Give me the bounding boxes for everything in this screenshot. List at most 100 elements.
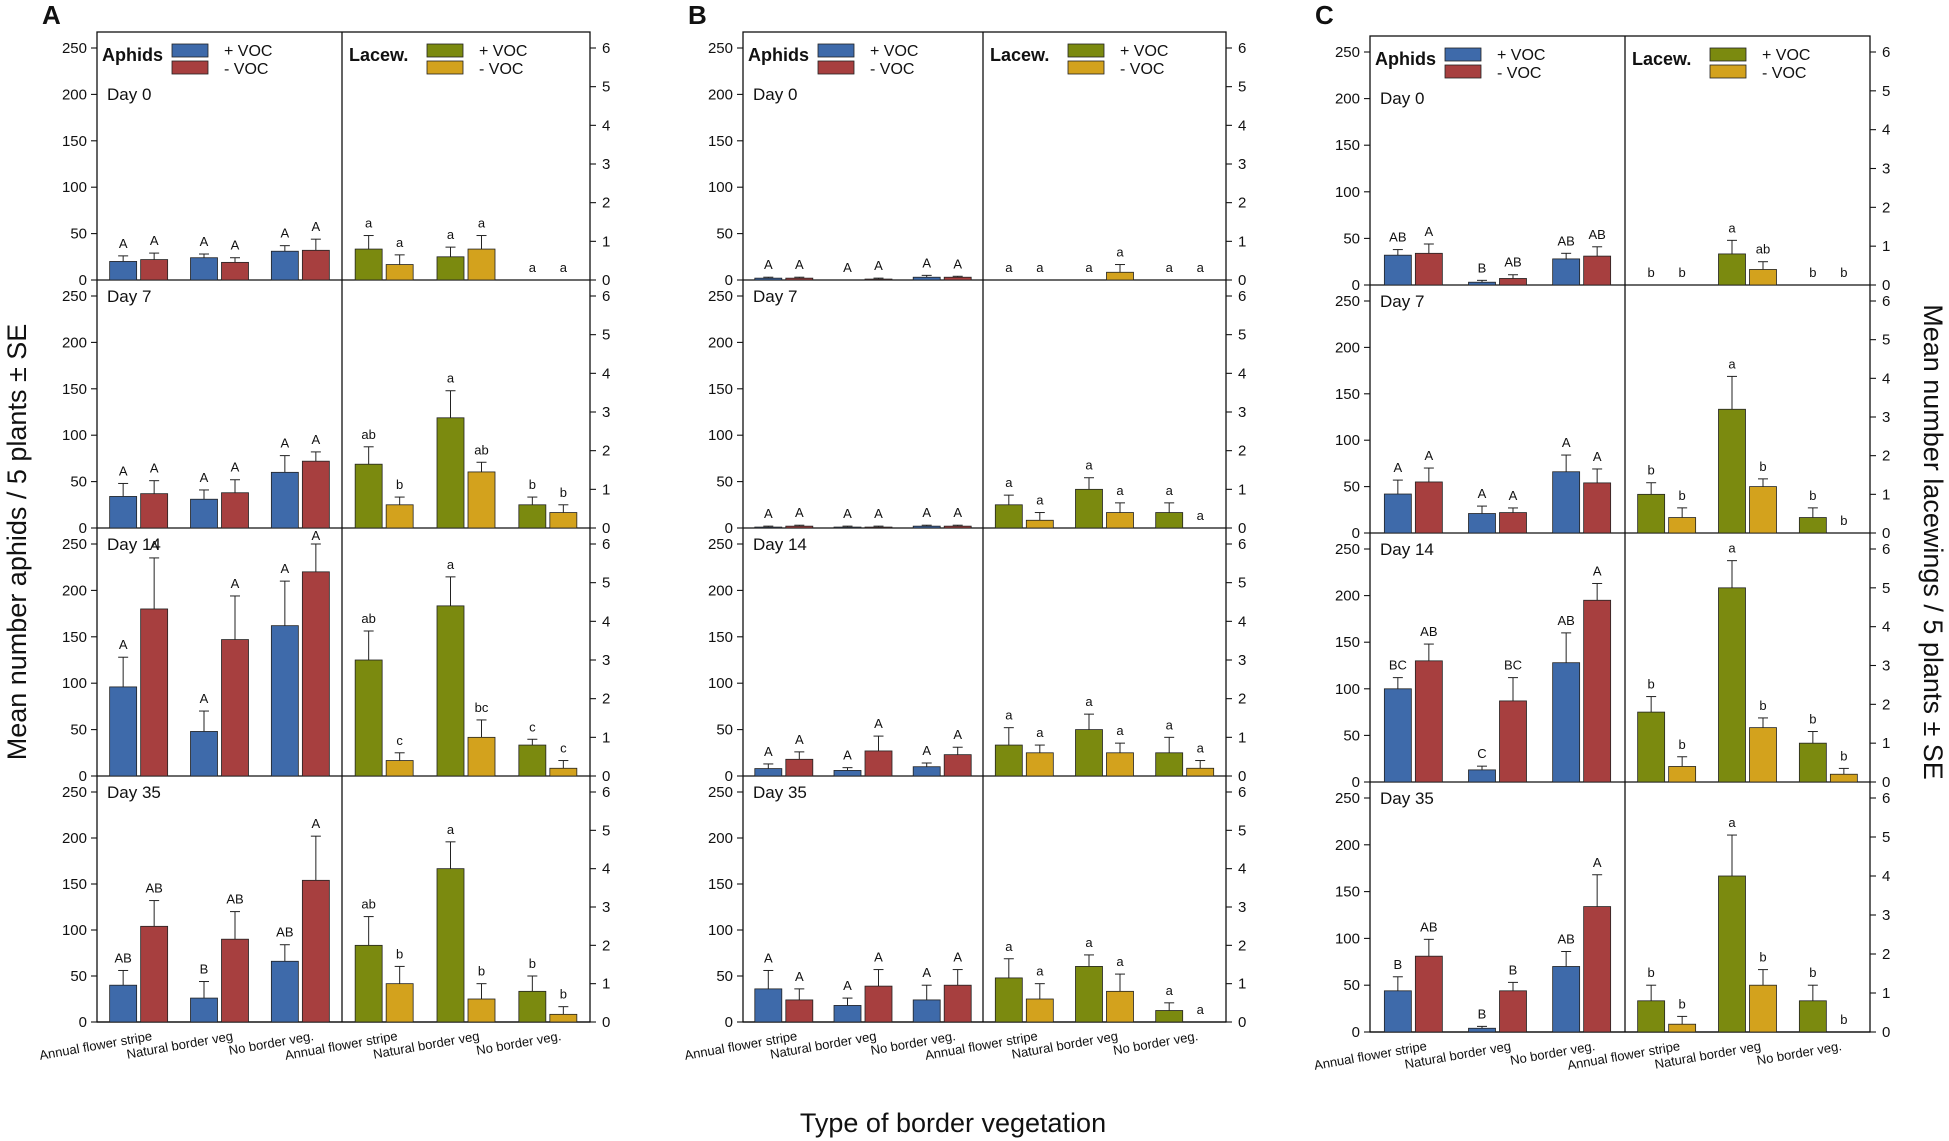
lacewing-bar-plus-voc — [1155, 512, 1184, 529]
significance-letter: a — [1116, 954, 1124, 969]
y-tick-label-right: 3 — [1238, 156, 1246, 173]
legend-title: Lacew. — [349, 45, 408, 65]
y-tick-label-right: 2 — [602, 443, 610, 460]
significance-letter: a — [1005, 475, 1013, 490]
significance-letter: B — [200, 962, 209, 977]
aphid-bar-plus-voc — [1552, 662, 1581, 783]
lacewing-bar-plus-voc — [994, 977, 1023, 1023]
significance-letter: b — [529, 956, 536, 971]
y-tick-label-right: 3 — [602, 652, 610, 669]
y-tick-label-right: 1 — [602, 976, 610, 993]
y-tick-label-right: 3 — [1238, 899, 1246, 916]
significance-letter: AB — [1588, 227, 1605, 242]
aphid-bar-plus-voc — [190, 731, 218, 777]
aphid-bar-minus-voc — [221, 261, 249, 281]
y-tick-label-left: 100 — [62, 179, 87, 196]
y-tick-label-right: 5 — [1238, 79, 1246, 96]
lacewing-bar-plus-voc — [994, 504, 1023, 529]
significance-letter: c — [396, 733, 403, 748]
aphid-bar-plus-voc — [270, 625, 299, 777]
y-tick-label-left: 250 — [62, 784, 87, 801]
aphid-bar-minus-voc — [943, 525, 972, 529]
lacewing-bar-plus-voc — [1637, 1000, 1666, 1033]
significance-letter: a — [1166, 483, 1174, 498]
significance-letter: ab — [361, 611, 375, 626]
y-tick-label-right: 5 — [1238, 575, 1246, 592]
y-tick-label-left: 100 — [1335, 184, 1360, 201]
y-tick-label-right: 5 — [1882, 83, 1890, 100]
y-tick-label-left: 0 — [725, 768, 733, 785]
y-tick-label-left: 0 — [1352, 774, 1360, 791]
y-tick-label-left: 50 — [1343, 230, 1360, 247]
significance-letter: AB — [145, 881, 162, 896]
significance-letter: ab — [1756, 242, 1770, 257]
aphid-bar-minus-voc — [1414, 481, 1443, 534]
significance-letter: A — [843, 978, 852, 993]
significance-letter: A — [1593, 563, 1602, 578]
lacewing-bar-plus-voc — [1718, 253, 1746, 286]
significance-letter: A — [231, 238, 240, 253]
aphid-bar-plus-voc — [109, 261, 138, 281]
significance-letter: A — [1425, 448, 1434, 463]
aphid-bar-plus-voc — [754, 768, 783, 777]
significance-letter: A — [764, 506, 773, 521]
legend-swatch-plus — [426, 43, 464, 58]
y-tick-label-left: 50 — [1343, 479, 1360, 496]
significance-letter: A — [922, 505, 931, 520]
panel-frame — [742, 31, 1227, 1023]
day-label: Day 0 — [107, 85, 151, 104]
y-tick-label-left: 100 — [708, 427, 733, 444]
y-tick-label-right: 5 — [1882, 580, 1890, 597]
day-label: Day 35 — [107, 783, 161, 802]
aphid-bar-plus-voc — [912, 276, 941, 281]
significance-letter: a — [529, 260, 537, 275]
significance-letter: a — [1197, 741, 1205, 756]
y-tick-label-right: 0 — [1238, 520, 1246, 537]
lacewing-bar-minus-voc — [549, 512, 578, 529]
lacewing-bar-minus-voc — [549, 1013, 578, 1023]
y-tick-label-right: 2 — [1238, 691, 1246, 708]
y-tick-label-right: 6 — [1238, 40, 1246, 57]
y-tick-label-right: 6 — [602, 784, 610, 801]
aphid-bar-minus-voc — [943, 754, 972, 777]
y-tick-label-right: 2 — [1882, 448, 1890, 465]
lacewing-bar-plus-voc — [518, 990, 547, 1023]
aphid-bar-minus-voc — [864, 750, 893, 777]
y-tick-label-right: 0 — [602, 768, 610, 785]
significance-letter: b — [1840, 1012, 1847, 1027]
y-tick-label-right: 2 — [1238, 937, 1246, 954]
aphid-bar-plus-voc — [270, 960, 299, 1023]
significance-letter: a — [1116, 483, 1124, 498]
y-tick-label-left: 250 — [62, 536, 87, 553]
significance-letter: AB — [226, 892, 243, 907]
lacewing-bar-minus-voc — [1749, 486, 1777, 534]
significance-letter: A — [1593, 449, 1602, 464]
lacewing-bar-plus-voc — [354, 463, 383, 529]
significance-letter: A — [953, 950, 962, 965]
significance-letter: AB — [1420, 624, 1437, 639]
y-tick-label-left: 150 — [62, 876, 87, 893]
y-tick-label-left: 50 — [716, 474, 733, 491]
y-tick-label-left: 0 — [79, 1014, 87, 1031]
y-tick-label-right: 3 — [1882, 658, 1890, 675]
lacewing-bar-plus-voc — [1718, 875, 1746, 1033]
significance-letter: A — [1478, 486, 1487, 501]
y-tick-label-right: 1 — [602, 729, 610, 746]
aphid-bar-plus-voc — [190, 997, 218, 1023]
lacewing-bar-minus-voc — [1829, 773, 1858, 783]
day-label: Day 14 — [1380, 540, 1434, 559]
significance-letter: b — [1648, 265, 1655, 280]
significance-letter: b — [1840, 748, 1847, 763]
significance-letter: a — [1036, 493, 1044, 508]
significance-letter: A — [1394, 460, 1403, 475]
y-tick-label-left: 0 — [725, 520, 733, 537]
significance-letter: A — [312, 528, 321, 543]
y-tick-label-left: 150 — [708, 876, 733, 893]
legend-swatch-plus — [1067, 43, 1105, 58]
y-tick-label-left: 100 — [62, 675, 87, 692]
lacewing-bar-plus-voc — [994, 744, 1023, 777]
